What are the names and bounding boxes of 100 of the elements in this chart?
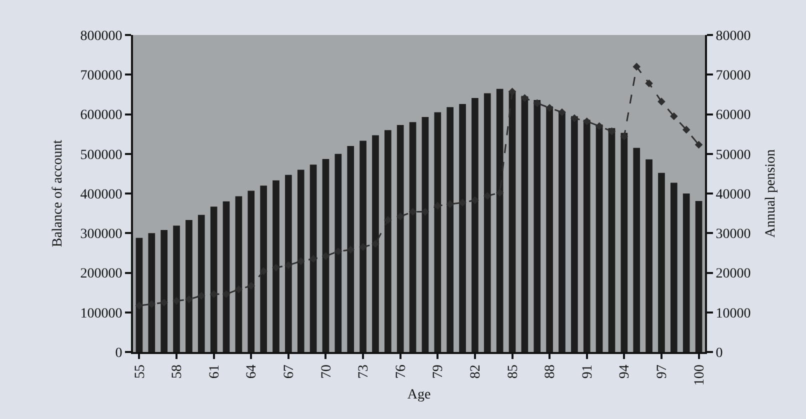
y-tick-label: 400000 [80, 187, 122, 202]
point [520, 94, 529, 102]
point [384, 216, 392, 224]
bar [484, 93, 491, 352]
bar [297, 170, 304, 352]
bar [459, 104, 466, 352]
bar [434, 112, 442, 352]
point [658, 98, 666, 106]
y-tick-label: 800000 [80, 28, 122, 44]
y2-tick-label: 70000 [716, 68, 751, 84]
bar [248, 190, 255, 352]
bar [210, 206, 218, 352]
bar [384, 130, 392, 352]
bar [160, 230, 168, 352]
point [309, 254, 318, 263]
bar [608, 128, 616, 352]
x-tick-label: 70 [319, 364, 334, 379]
x-tick-label: 61 [207, 364, 222, 379]
x-tick-label: 64 [244, 364, 260, 379]
x-tick-label: 97 [655, 364, 670, 379]
bar [186, 220, 192, 352]
point [296, 257, 305, 266]
point [508, 88, 516, 96]
y-tick-label: 700000 [80, 68, 122, 84]
point [632, 62, 641, 71]
x-tick-label: 67 [282, 364, 297, 379]
bar [646, 159, 652, 352]
point [334, 247, 342, 256]
bar [285, 174, 292, 352]
point [372, 240, 380, 248]
bar [571, 116, 578, 352]
point [694, 140, 703, 149]
point [471, 196, 479, 204]
bar [222, 201, 230, 352]
point [670, 112, 678, 120]
point [346, 246, 355, 254]
bar [596, 124, 603, 352]
y2-tick-label: 0 [716, 346, 723, 361]
point [458, 198, 466, 207]
bar [235, 196, 242, 352]
point [570, 114, 578, 122]
bar [260, 186, 267, 352]
y2-tick-label: 60000 [716, 108, 751, 124]
point [135, 302, 144, 310]
bar [272, 180, 280, 352]
point [496, 188, 504, 197]
point [682, 126, 690, 134]
x-tick-label: 82 [468, 364, 484, 379]
bar [508, 90, 516, 352]
point [645, 79, 653, 88]
bar [472, 98, 478, 352]
bar [310, 164, 317, 352]
bar [521, 96, 528, 352]
point [558, 108, 566, 116]
bar [322, 159, 330, 352]
bar [496, 88, 504, 352]
point [172, 296, 180, 305]
bar [670, 182, 678, 352]
x-tick-label: 79 [431, 364, 446, 379]
point [222, 290, 230, 298]
point [359, 243, 367, 251]
bar [334, 154, 342, 352]
y-axis-title: Balance of account [50, 140, 66, 248]
y2-tick-label: 20000 [716, 266, 751, 282]
x-tick-label: 88 [543, 364, 558, 379]
bar [396, 124, 404, 352]
bar [446, 107, 454, 352]
bar [546, 106, 553, 352]
bar [658, 172, 665, 352]
point [533, 99, 542, 108]
point [595, 122, 604, 130]
bar [372, 135, 379, 352]
y2-axis-title: Annual pension [764, 149, 779, 238]
y-tick-label: 500000 [80, 148, 122, 163]
y-tick-label: 200000 [80, 266, 122, 282]
x-tick-label: 76 [394, 364, 409, 379]
y2-tick-label: 10000 [716, 306, 751, 322]
bar [682, 194, 690, 352]
point [185, 295, 193, 304]
bar [558, 111, 566, 352]
x-axis-title: Age [407, 387, 431, 402]
x-tick-label: 100 [692, 364, 708, 386]
point [620, 132, 628, 140]
point [234, 285, 243, 294]
point [284, 261, 292, 270]
point [608, 127, 616, 136]
point [272, 264, 280, 272]
point [546, 104, 554, 112]
x-tick-label: 55 [132, 364, 148, 379]
bar [583, 120, 590, 352]
x-tick-label: 73 [356, 364, 372, 379]
point [483, 192, 492, 200]
point [148, 300, 156, 308]
point [197, 292, 206, 300]
bar [409, 122, 416, 352]
bar [173, 226, 180, 352]
bar [633, 148, 640, 352]
y2-tick-label: 30000 [716, 227, 751, 242]
point [408, 208, 417, 216]
y-tick-label: 600000 [80, 108, 122, 124]
